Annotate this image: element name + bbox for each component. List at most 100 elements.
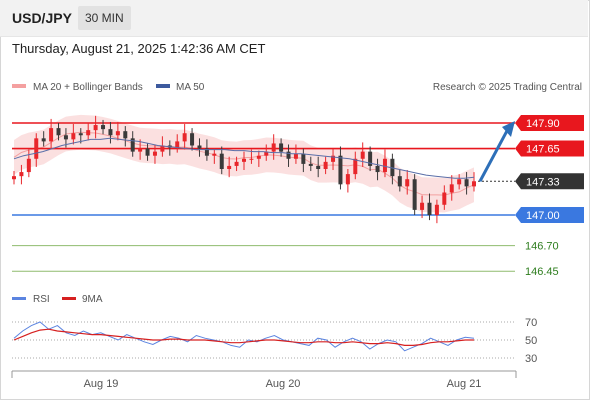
candle-body (345, 174, 350, 185)
candle-body (368, 151, 373, 166)
timeframe-badge[interactable]: 30 MIN (78, 6, 131, 30)
candle-body (442, 192, 447, 205)
candle-body (234, 161, 239, 166)
candle-body (316, 165, 321, 169)
candle-body (190, 133, 195, 146)
candle-body (420, 202, 425, 210)
candle-body (293, 153, 298, 159)
candle-body (405, 179, 410, 187)
candle-body (227, 165, 232, 169)
forecast-arrow-shaft (478, 128, 510, 182)
candle-body (382, 158, 387, 173)
rsi-legend-label: RSI (33, 294, 50, 305)
candle-body (279, 143, 284, 152)
level-label: 146.70 (525, 241, 559, 253)
current-price-label: 147.33 (526, 176, 560, 188)
candle-body (101, 125, 106, 130)
candle-body (34, 138, 39, 159)
candle-body (427, 202, 432, 215)
rsi-y-tick-label: 50 (525, 335, 537, 347)
ma50-line (13, 137, 475, 179)
ma50-series (13, 137, 475, 179)
rsi-ma-legend-swatch (62, 297, 76, 300)
candle-body (49, 128, 54, 142)
candles (12, 115, 476, 224)
rsi-legend-swatch (12, 297, 26, 300)
candle-body (175, 141, 180, 148)
rsi-y-tick-label: 70 (525, 317, 537, 329)
candle-body (271, 143, 276, 152)
candle-body (308, 163, 313, 166)
candle-body (286, 151, 291, 159)
timestamp: Thursday, August 21, 2025 1:42:36 AM CET (12, 41, 266, 56)
rsi-ma-legend-label: 9MA (82, 294, 103, 305)
rsi-y-tick-label: 30 (525, 353, 537, 365)
candle-body (197, 145, 202, 149)
x-tick-label: Aug 20 (266, 378, 301, 390)
candle-body (412, 179, 417, 210)
level-tag (515, 207, 584, 223)
forecast-arrow-head (502, 121, 515, 137)
candle-body (397, 176, 402, 187)
candle-body (331, 155, 336, 162)
level-tag (515, 140, 584, 157)
candle-body (464, 179, 469, 187)
candle-body (434, 204, 439, 215)
candle-body (353, 158, 358, 175)
rsi-line (13, 321, 475, 352)
candle-body (86, 130, 91, 136)
candle-body (26, 158, 31, 173)
bollinger-legend-swatch (12, 84, 26, 88)
symbol-title: USD/JPY (12, 10, 72, 26)
candle-body (449, 184, 454, 193)
level-label: 147.00 (526, 210, 560, 222)
candle-body (323, 161, 328, 169)
bollinger-legend-label: MA 20 + Bollinger Bands (33, 82, 143, 93)
candle-body (256, 155, 261, 159)
level-tag (515, 115, 584, 131)
candle-body (242, 158, 246, 162)
ma50-legend-label: MA 50 (176, 82, 205, 93)
candle-body (108, 129, 113, 136)
candle-body (204, 148, 209, 156)
candle-body (457, 179, 462, 185)
level-label: 146.45 (525, 266, 559, 278)
candle-body (360, 151, 365, 159)
candle-body (472, 181, 476, 187)
candle-body (264, 151, 269, 156)
candle-body (71, 133, 76, 140)
candle-body (41, 138, 46, 142)
level-labels: 147.90 147.65 147.00 146.70 146.45 147.33 (478, 115, 584, 278)
candle-body (19, 172, 24, 177)
candle-body (138, 148, 143, 152)
copyright: Research © 2025 Trading Central (433, 82, 582, 93)
current-price-tag (515, 173, 584, 190)
rsi-ma-line (13, 328, 474, 346)
candle-body (78, 133, 83, 136)
candle-body (219, 153, 224, 169)
candle-body (212, 153, 217, 156)
candle-body (12, 176, 16, 180)
candle-body (93, 125, 98, 131)
candle-body (115, 131, 120, 136)
level-label: 147.65 (526, 144, 560, 156)
candle-body (63, 135, 68, 140)
top-bar: USD/JPY 30 MIN (0, 0, 588, 37)
rsi-panel: 70 50 30 (12, 317, 537, 365)
x-tick-label: Aug 19 (84, 378, 119, 390)
candle-body (152, 151, 157, 156)
level-label: 147.90 (526, 118, 560, 130)
candle-body (182, 133, 187, 142)
ma50-legend-swatch (156, 84, 170, 88)
candle-body (56, 128, 61, 136)
candle-body (338, 155, 343, 185)
candle-body (249, 158, 254, 160)
candle-body (160, 145, 165, 152)
candle-body (301, 153, 306, 164)
candle-body (145, 148, 150, 156)
candle-body (123, 131, 128, 139)
candle-body (375, 165, 380, 173)
candle-body (130, 138, 135, 152)
x-tick-label: Aug 21 (447, 378, 482, 390)
